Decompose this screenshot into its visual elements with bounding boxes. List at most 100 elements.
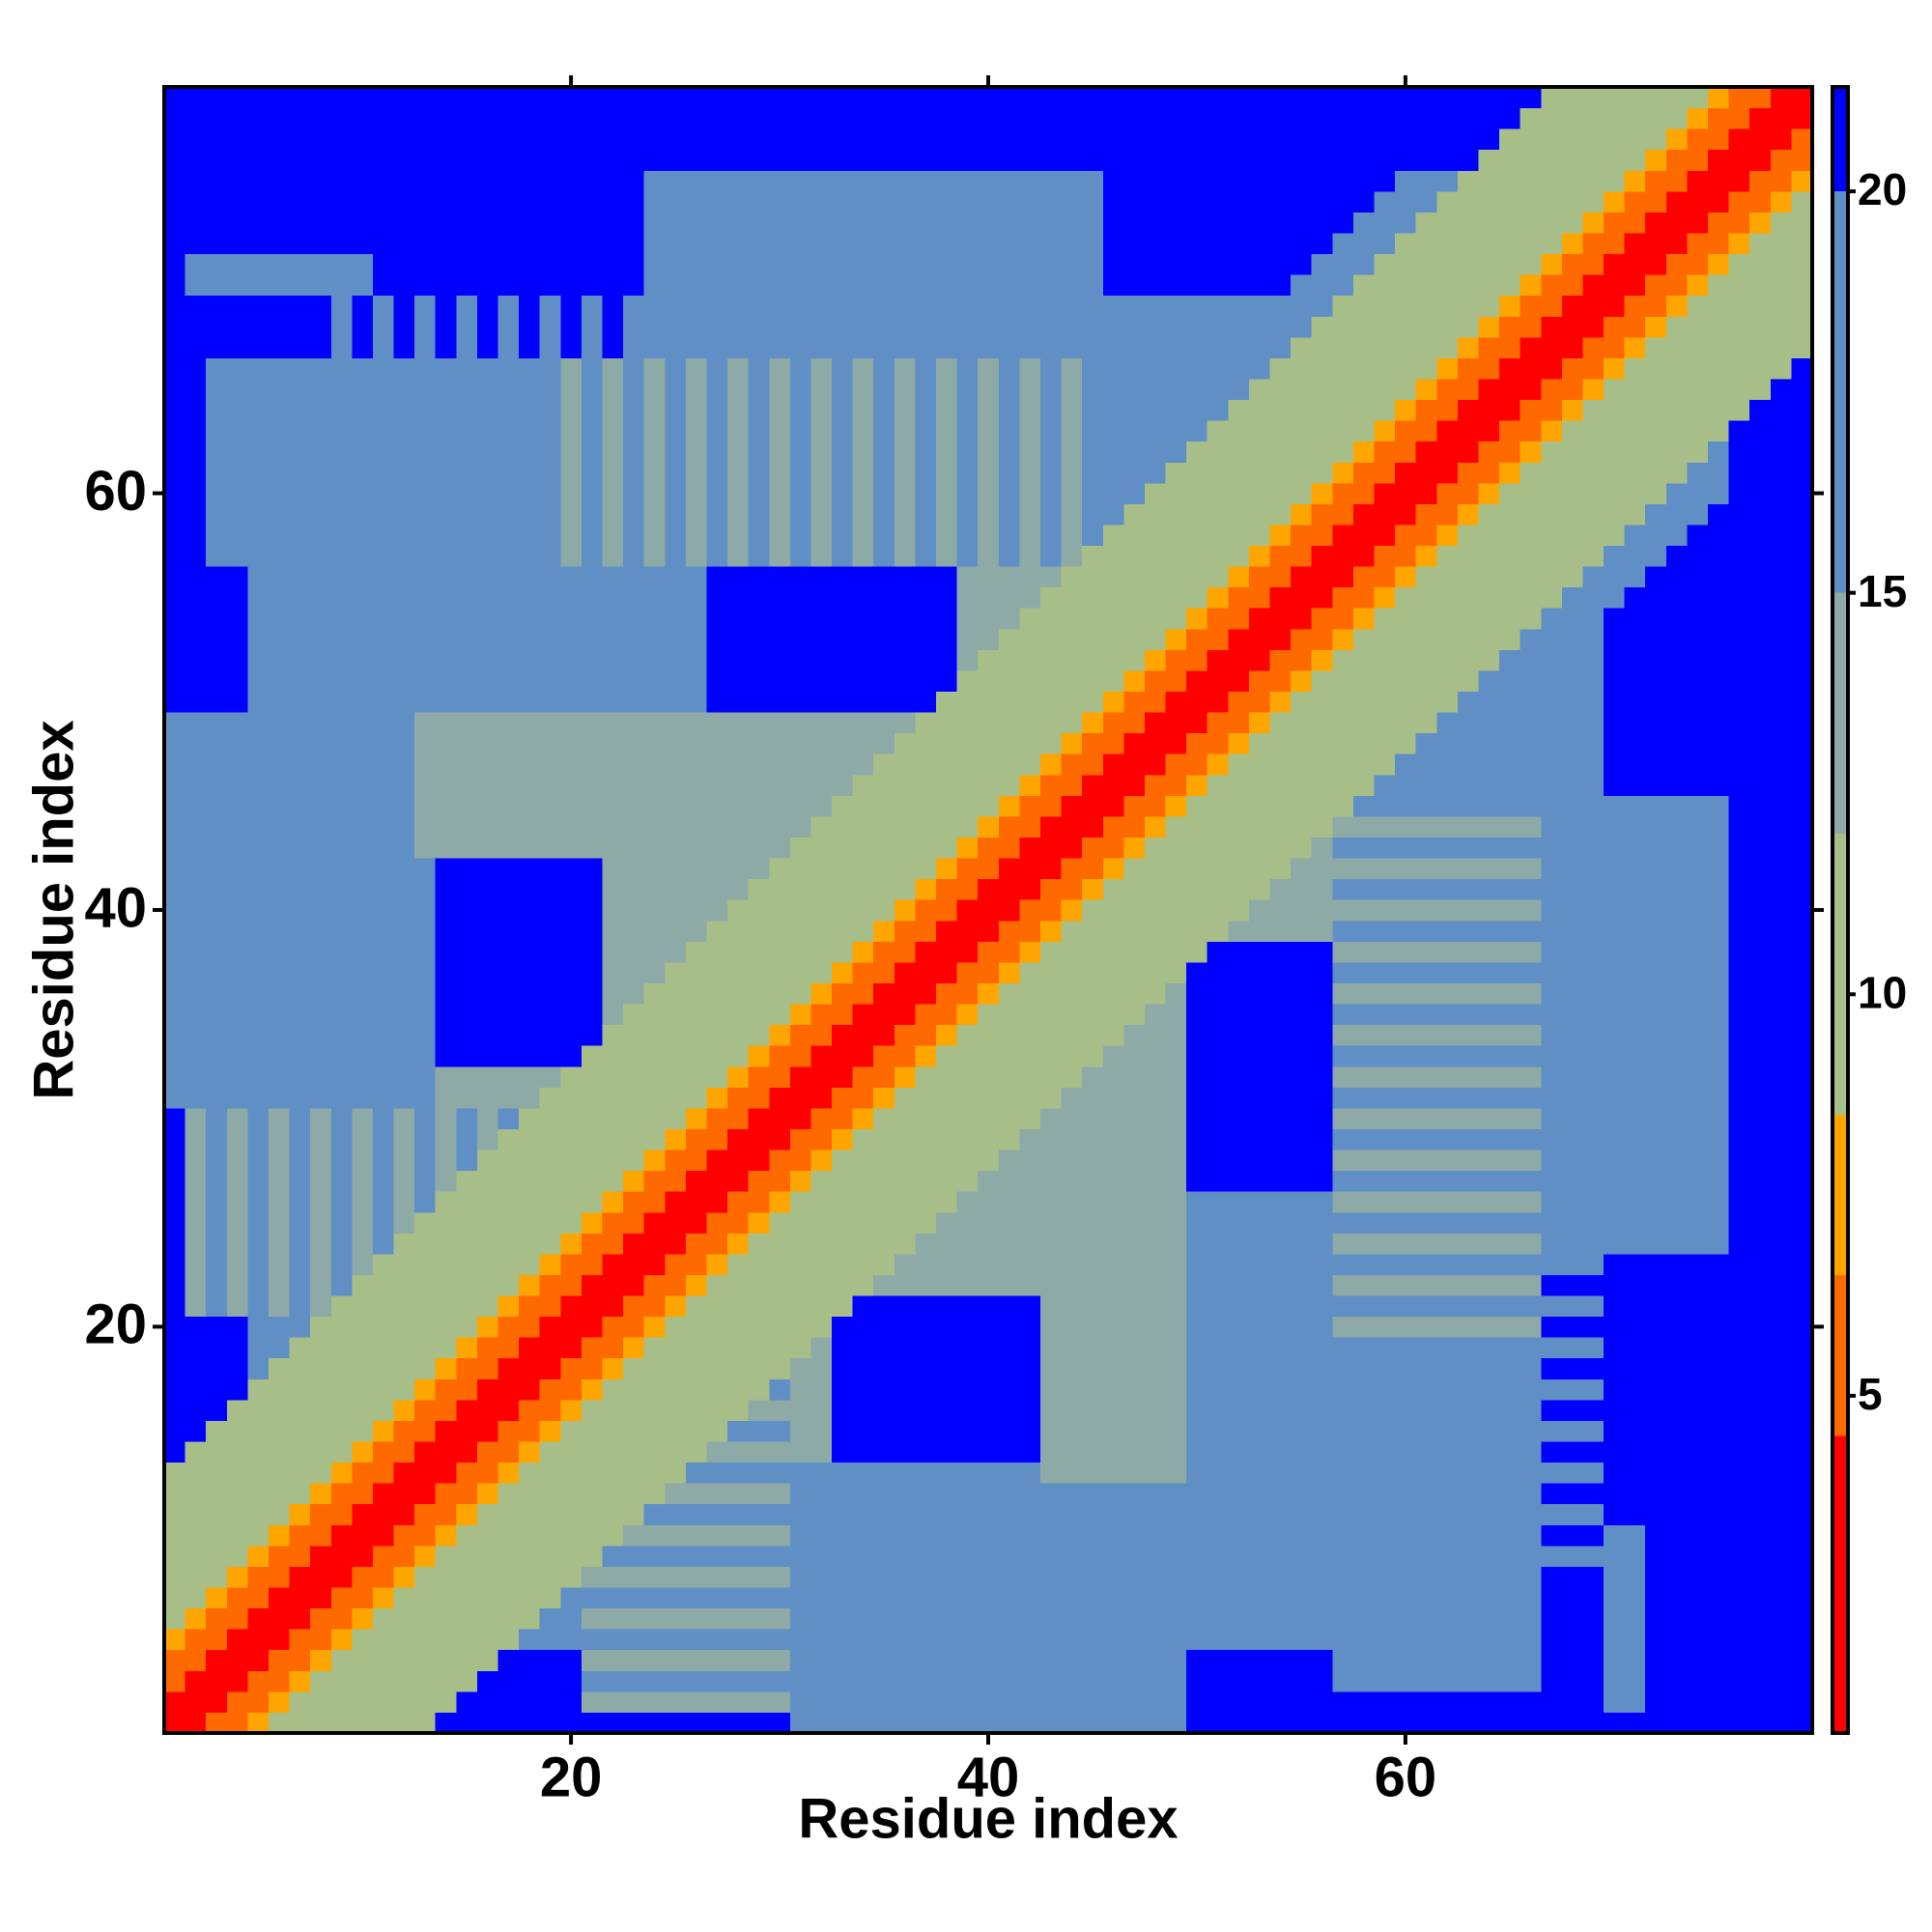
heatmap-cell — [310, 1087, 332, 1109]
heatmap-cell — [1123, 1524, 1146, 1547]
heatmap-cell — [1144, 357, 1167, 380]
heatmap-cell — [1102, 982, 1124, 1005]
heatmap-cell — [268, 1545, 291, 1567]
heatmap-cell — [1102, 1211, 1124, 1234]
heatmap-cell — [476, 503, 499, 526]
heatmap-cell — [789, 1337, 811, 1359]
heatmap-cell — [1165, 1191, 1187, 1213]
heatmap-cell — [894, 545, 916, 567]
heatmap-cell — [1061, 1024, 1083, 1046]
heatmap-cell — [978, 1107, 1000, 1129]
heatmap-cell — [685, 1483, 707, 1505]
heatmap-cell — [1207, 815, 1229, 838]
heatmap-cell — [1374, 462, 1396, 484]
heatmap-cell — [289, 1191, 311, 1213]
heatmap-cell — [1311, 566, 1333, 588]
heatmap-cell — [602, 336, 624, 358]
heatmap-cell — [1520, 1357, 1542, 1379]
heatmap-cell — [456, 1399, 478, 1421]
heatmap-cell — [998, 1690, 1020, 1713]
heatmap-cell — [1582, 941, 1605, 963]
heatmap-cell — [456, 774, 478, 796]
heatmap-cell — [665, 774, 687, 796]
heatmap-cell — [519, 774, 541, 796]
heatmap-cell — [769, 941, 791, 963]
heatmap-cell — [1541, 1399, 1563, 1421]
heatmap-cell — [998, 1337, 1020, 1359]
heatmap-cell — [978, 1712, 1000, 1734]
heatmap-cell — [810, 1524, 833, 1547]
heatmap-cell — [206, 608, 228, 630]
heatmap-cell — [164, 462, 186, 484]
heatmap-cell — [164, 1150, 186, 1172]
heatmap-cell — [1374, 1087, 1396, 1109]
heatmap-cell — [539, 1107, 561, 1129]
heatmap-cell — [643, 712, 666, 734]
heatmap-cell — [1165, 462, 1187, 484]
heatmap-cell — [1624, 1045, 1646, 1067]
heatmap-cell — [206, 1253, 228, 1275]
heatmap-cell — [1061, 1170, 1083, 1192]
heatmap-cell — [1332, 1607, 1354, 1630]
heatmap-cell — [894, 774, 916, 796]
heatmap-cell — [435, 1587, 457, 1609]
heatmap-cell — [1123, 378, 1146, 401]
heatmap-cell — [476, 1024, 499, 1046]
heatmap-cell — [789, 961, 811, 983]
heatmap-cell — [1499, 815, 1521, 838]
heatmap-cell — [1352, 1420, 1376, 1442]
heatmap-cell — [602, 1128, 624, 1151]
heatmap-cell — [706, 462, 728, 484]
heatmap-cell — [956, 1233, 979, 1255]
heatmap-cell — [1457, 753, 1479, 776]
heatmap-cell — [1332, 1649, 1354, 1671]
heatmap-cell — [1541, 941, 1563, 963]
heatmap-cell — [330, 1233, 353, 1255]
heatmap-cell — [185, 1587, 207, 1609]
heatmap-cell — [1604, 586, 1626, 609]
heatmap-cell — [247, 482, 270, 504]
heatmap-cell — [769, 503, 791, 526]
heatmap-cell — [1123, 1107, 1146, 1129]
heatmap-cell — [476, 982, 499, 1005]
heatmap-cell — [685, 253, 707, 275]
heatmap-cell — [435, 462, 457, 484]
heatmap-cell — [1415, 1170, 1437, 1192]
heatmap-cell — [1415, 1566, 1437, 1588]
heatmap-cell — [685, 1524, 707, 1547]
heatmap-cell — [1582, 1399, 1605, 1421]
heatmap-cell — [352, 378, 374, 401]
heatmap-cell — [665, 1399, 687, 1421]
heatmap-cell — [581, 1253, 603, 1275]
heatmap-cell — [393, 1211, 415, 1234]
heatmap-cell — [1269, 1024, 1292, 1046]
heatmap-cell — [1352, 669, 1376, 693]
heatmap-cell — [1457, 1233, 1479, 1255]
heatmap-cell — [769, 274, 791, 297]
heatmap-cell — [832, 399, 854, 421]
heatmap-cell — [206, 253, 228, 275]
heatmap-cell — [414, 440, 437, 463]
heatmap-cell — [330, 1150, 353, 1172]
heatmap-cell — [435, 732, 457, 754]
heatmap-cell — [852, 462, 874, 484]
heatmap-cell — [226, 1629, 248, 1651]
heatmap-cell — [560, 712, 582, 734]
heatmap-cell — [456, 1420, 478, 1442]
heatmap-cell — [643, 1211, 666, 1234]
heatmap-cell — [1269, 1065, 1292, 1088]
heatmap-cell — [1291, 1107, 1313, 1129]
heatmap-cell — [226, 669, 248, 693]
heatmap-cell — [1374, 1170, 1396, 1192]
heatmap-cell — [769, 1295, 791, 1318]
heatmap-cell — [247, 1107, 270, 1129]
heatmap-cell — [894, 1420, 916, 1442]
heatmap-cell — [1395, 1649, 1417, 1671]
heatmap-cell — [748, 899, 770, 922]
heatmap-cell — [1415, 440, 1437, 463]
heatmap-cell — [1019, 420, 1041, 442]
heatmap-cell — [1561, 1024, 1583, 1046]
heatmap-cell — [289, 1211, 311, 1234]
heatmap-cell — [1582, 878, 1605, 900]
heatmap-cell — [497, 503, 520, 526]
